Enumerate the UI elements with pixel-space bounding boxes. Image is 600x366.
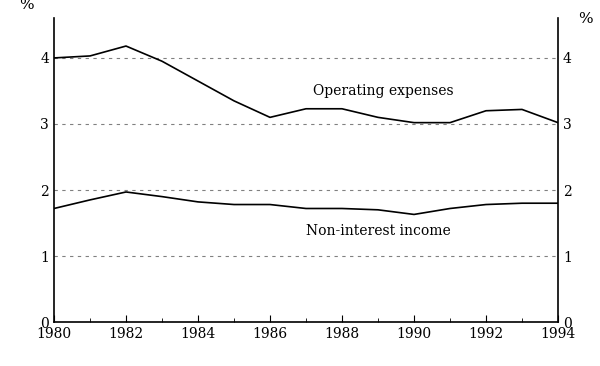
Y-axis label: %: % [578, 12, 593, 26]
Text: Operating expenses: Operating expenses [313, 84, 454, 98]
Text: Non-interest income: Non-interest income [306, 224, 451, 238]
Y-axis label: %: % [19, 0, 34, 12]
